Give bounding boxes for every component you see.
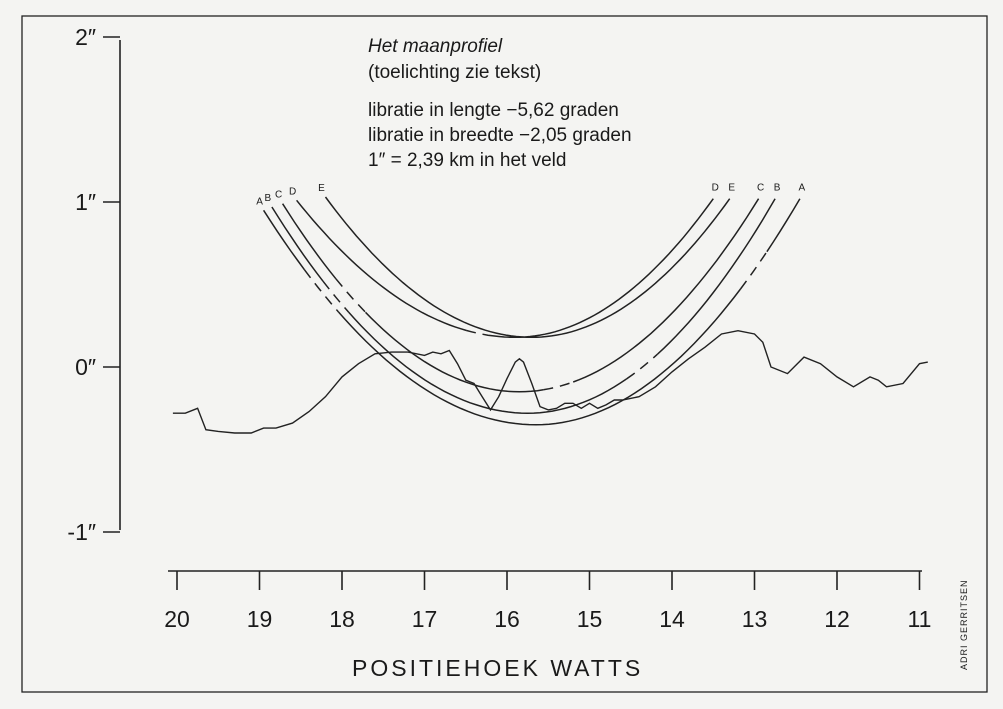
y-tick-label: -1″ — [67, 519, 96, 545]
curve-c — [281, 203, 337, 280]
curve-label-right-a: A — [799, 183, 806, 194]
curve-label-right-d: D — [712, 183, 719, 194]
curve-label-left-d: D — [289, 186, 296, 197]
curve-d — [465, 329, 483, 335]
x-tick-label: 14 — [659, 606, 685, 632]
curve-label-right-e: E — [728, 183, 735, 194]
curve-label-left-c: C — [275, 190, 282, 201]
annotation-scale: 1″ = 2,39 km in het veld — [368, 150, 566, 171]
curve-label-right-c: C — [757, 183, 764, 194]
x-tick-label: 11 — [908, 606, 932, 632]
credit-text: ADRI GERRITSEN — [959, 579, 969, 670]
annotation-libratie-breedte: libratie in breedte −2,05 graden — [368, 125, 632, 146]
curve-a — [739, 251, 768, 290]
x-ticks: 20 19 18 17 16 15 14 13 12 11 — [164, 571, 931, 632]
y-tick-label: 0″ — [75, 354, 96, 380]
curve-label-left-a: A — [256, 196, 263, 207]
curve-label-left-e: E — [318, 183, 325, 194]
y-tick-label: 2″ — [75, 24, 96, 50]
x-tick-label: 15 — [577, 606, 603, 632]
y-tick-label: 1″ — [75, 189, 96, 215]
x-tick-label: 13 — [742, 606, 768, 632]
curve-c — [364, 311, 544, 393]
curve-label-right-b: B — [774, 183, 781, 194]
curve-label-left-b: B — [265, 193, 272, 204]
x-tick-label: 17 — [412, 606, 438, 632]
frame — [21, 15, 988, 693]
annotation-libratie-lengte: libratie in lengte −5,62 graden — [368, 100, 619, 121]
curve-c — [335, 278, 367, 313]
curve-e — [324, 196, 731, 339]
curve-b — [626, 353, 659, 380]
x-tick-label: 19 — [247, 606, 273, 632]
x-axis-label: POSITIEHOEK WATTS — [352, 655, 643, 681]
moon-profile-line — [172, 329, 928, 434]
curve-a — [303, 269, 340, 313]
x-tick-label: 20 — [164, 606, 190, 632]
curve-d — [296, 199, 467, 332]
curve-b — [271, 206, 324, 282]
curve-b — [322, 280, 350, 313]
y-ticks: 2″ 1″ 0″ -1″ — [67, 24, 120, 545]
curve-c — [572, 198, 760, 383]
x-tick-label: 18 — [329, 606, 355, 632]
x-tick-label: 12 — [824, 606, 850, 632]
curve-c — [543, 381, 574, 391]
curve-a — [766, 198, 801, 253]
curve-a — [337, 288, 742, 426]
curve-a — [262, 209, 306, 271]
x-tick-label: 16 — [494, 606, 520, 632]
chart-subtitle: (toelichting zie tekst) — [368, 62, 541, 83]
curve-b — [657, 198, 776, 355]
chart-title: Het maanprofiel — [368, 36, 503, 57]
